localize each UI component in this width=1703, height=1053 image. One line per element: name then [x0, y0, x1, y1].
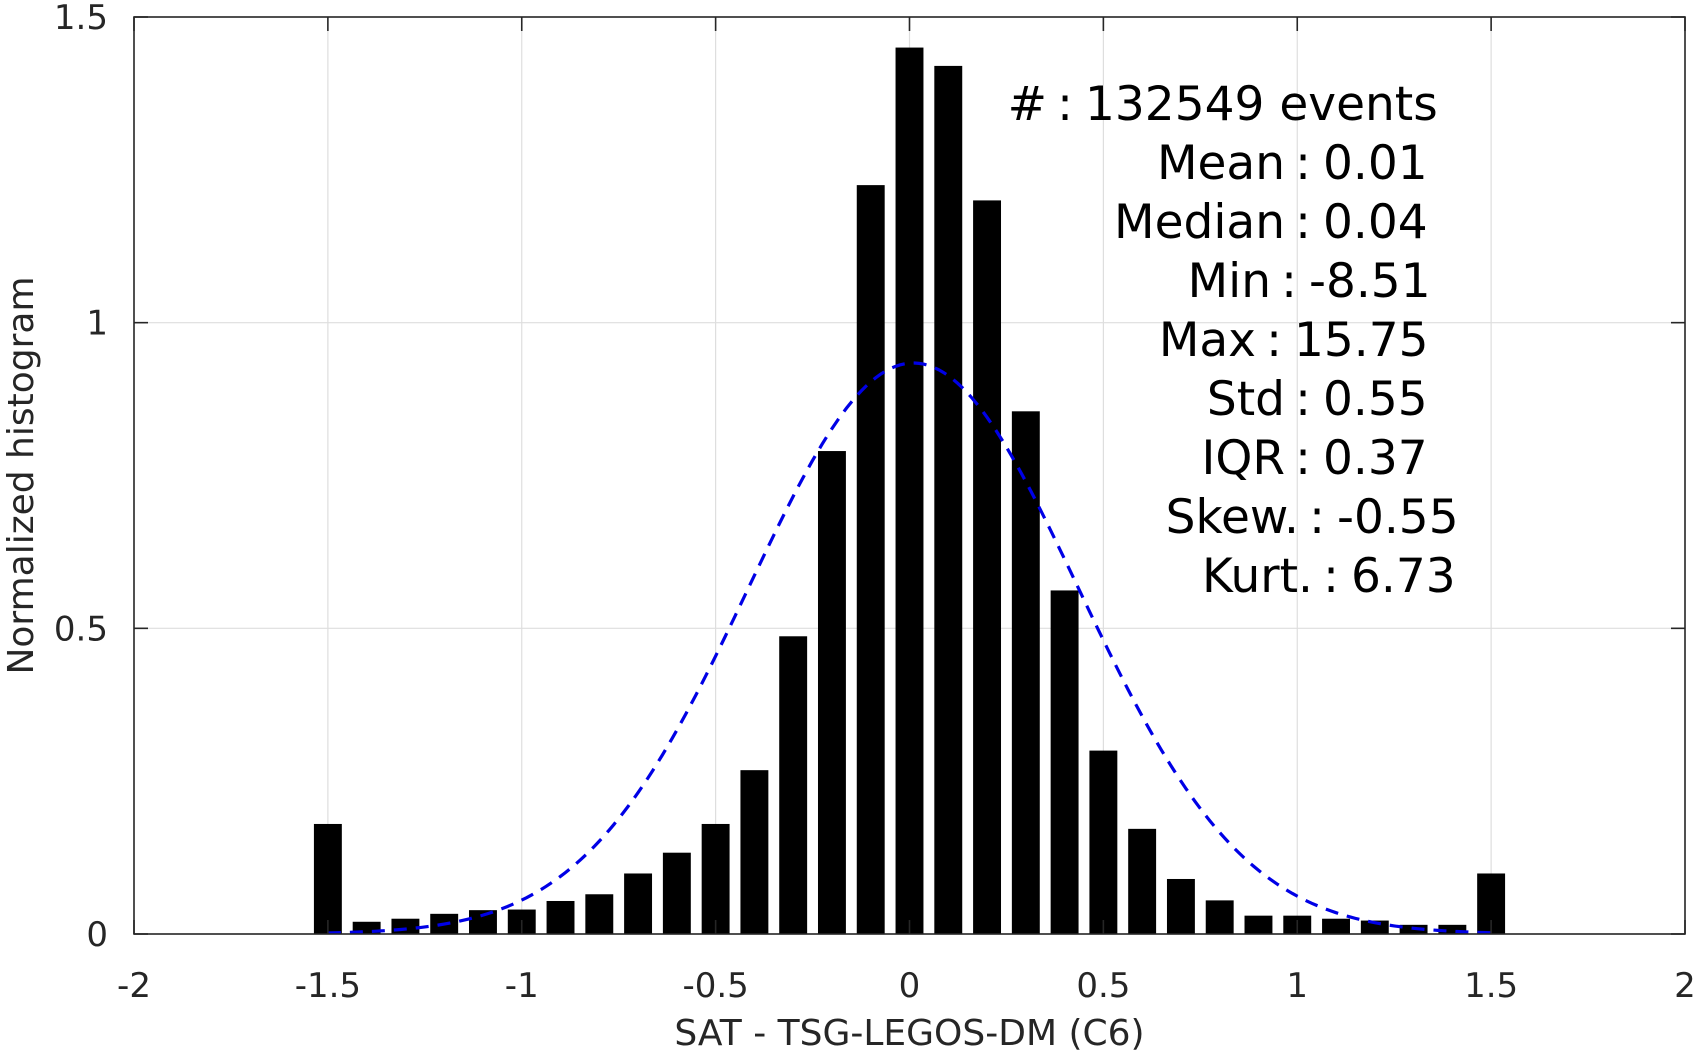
x-tick-label: -1 [505, 966, 539, 1006]
stat-separator: : [1295, 372, 1311, 427]
stat-line: Std:0.55 [1207, 372, 1428, 427]
y-tick-label: 0.5 [54, 609, 108, 649]
y-tick-label: 1.5 [54, 0, 108, 38]
histogram-bar [391, 918, 420, 934]
histogram-bar [662, 852, 691, 934]
y-tick-label: 0 [86, 915, 108, 955]
stat-separator: : [1281, 254, 1297, 309]
stat-label: Max [1159, 313, 1256, 368]
histogram-bar [817, 451, 846, 934]
x-tick-label: 1 [1286, 966, 1308, 1006]
stat-line: Min: -8.51 [1188, 254, 1431, 309]
histogram-bar [973, 200, 1002, 934]
gaussian-fit-curve [327, 361, 1492, 935]
stat-value: 0.55 [1323, 372, 1428, 427]
y-tick-label: 1 [86, 304, 108, 344]
axis-ticks [133, 16, 1686, 935]
stat-separator: : [1266, 313, 1282, 368]
stat-value: 0.37 [1323, 431, 1428, 486]
histogram-bar [313, 823, 342, 934]
stat-line: Kurt.:6.73 [1202, 549, 1456, 604]
histogram-bar [546, 900, 575, 934]
stat-separator: : [1295, 136, 1311, 191]
stat-label: Std [1207, 372, 1285, 427]
histogram-bar [585, 894, 614, 934]
histogram-bar [1166, 878, 1195, 934]
histogram-bar [1128, 828, 1157, 934]
x-tick-label: 1.5 [1464, 966, 1518, 1006]
stat-separator: : [1309, 490, 1325, 545]
histogram-bar [1050, 590, 1079, 934]
x-tick-labels: -2 -1.5 -1 -0.5 0 0.5 1 1.5 2 [117, 966, 1696, 1006]
histogram-bar [895, 47, 924, 935]
stat-line: Max:15.75 [1159, 313, 1429, 368]
histogram-bars [313, 47, 1506, 935]
histogram-bar [934, 65, 963, 934]
histogram-bar [1322, 918, 1350, 934]
stat-value: 6.73 [1351, 549, 1456, 604]
stat-line: IQR:0.37 [1201, 431, 1427, 486]
x-axis-label: SAT - TSG-LEGOS-DM (C6) [674, 1013, 1144, 1053]
histogram-bar [1438, 924, 1467, 934]
x-tick-label: -0.5 [682, 966, 748, 1006]
histogram-bar [740, 770, 769, 934]
histogram-bar [1244, 915, 1273, 934]
histogram-bar [1360, 920, 1389, 934]
histogram-bar [856, 185, 885, 934]
x-tick-label: 0.5 [1076, 966, 1130, 1006]
x-tick-label: -2 [117, 966, 151, 1006]
stat-separator: : [1295, 195, 1311, 250]
stat-value: -0.55 [1337, 490, 1459, 545]
x-tick-label: 0 [899, 966, 921, 1006]
stat-label: # [1008, 77, 1047, 132]
y-axis-label: Normalized histogram [1, 276, 42, 674]
stat-label: IQR [1201, 431, 1285, 486]
histogram-bar [469, 910, 497, 934]
stat-label: Median [1114, 195, 1285, 250]
stat-separator: : [1057, 77, 1073, 132]
histogram-bar [1089, 750, 1118, 934]
stat-value: 132549 events [1085, 77, 1438, 132]
stat-separator: : [1295, 431, 1311, 486]
stat-value: -8.51 [1309, 254, 1431, 309]
x-tick-label: 2 [1674, 966, 1696, 1006]
y-tick-labels: 0 0.5 1 1.5 [54, 0, 108, 955]
stat-line: Median:0.04 [1114, 195, 1428, 250]
histogram-bar [1011, 411, 1040, 934]
stat-value: 0.04 [1323, 195, 1428, 250]
stat-label: Min [1188, 254, 1271, 309]
stat-value: 0.01 [1323, 136, 1428, 191]
stat-value: 15.75 [1294, 313, 1429, 368]
stat-line: #:132549 events [1008, 77, 1438, 132]
stat-line: Mean:0.01 [1157, 136, 1428, 191]
histogram-bar [1205, 900, 1234, 934]
histogram-bar [624, 873, 653, 934]
histogram-bar [701, 823, 730, 934]
stat-label: Skew. [1166, 490, 1299, 545]
x-tick-label: -1.5 [295, 966, 361, 1006]
stat-line: Skew.: -0.55 [1166, 490, 1459, 545]
stat-label: Kurt. [1202, 549, 1313, 604]
stat-separator: : [1323, 549, 1339, 604]
histogram-bar [779, 636, 808, 934]
fit-curve-layer [327, 361, 1492, 935]
stat-label: Mean [1157, 136, 1285, 191]
